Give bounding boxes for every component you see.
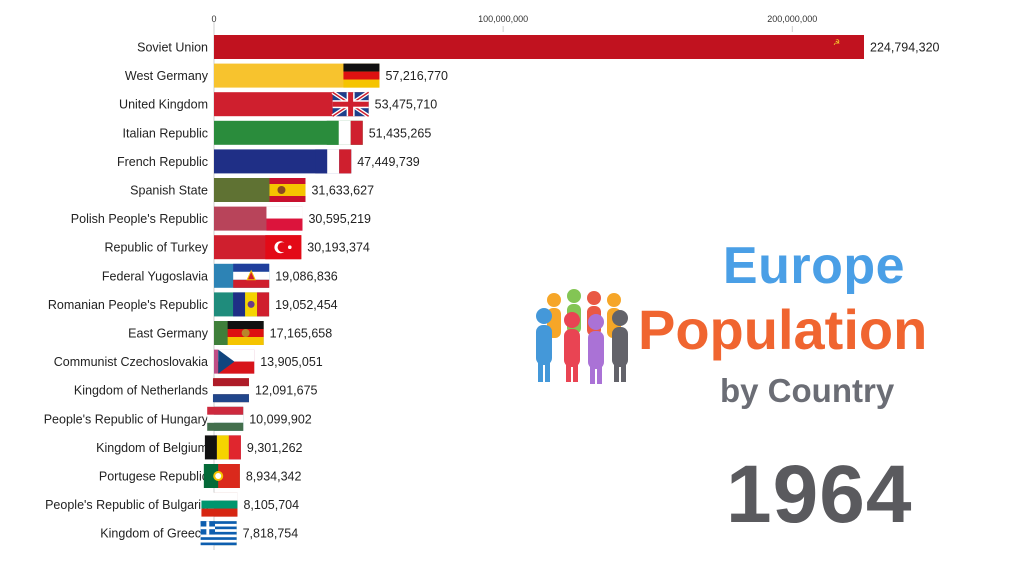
- tick-label: 200,000,000: [767, 14, 817, 24]
- category-label: Soviet Union: [137, 41, 208, 55]
- title-population: Population: [638, 298, 928, 361]
- flag-icon: [203, 464, 240, 488]
- category-label: Portugese Republic: [99, 470, 208, 484]
- bar-row: Polish People's Republic 30,595,219: [71, 206, 371, 231]
- category-label: Kingdom of Belgium: [96, 441, 208, 455]
- bar-row: Soviet Union ☭ 224,794,320: [137, 35, 940, 59]
- bar-row: People's Republic of Bulgaria 8,105,704: [45, 492, 299, 517]
- category-label: People's Republic of Hungary: [44, 412, 209, 426]
- chart-frame: 0 100,000,000 200,000,000 Soviet Union ☭ 224,…: [8, 0, 1016, 576]
- flag-icon: [266, 206, 303, 231]
- flag-icon: [331, 90, 370, 118]
- title-block: Europe Population by Country: [630, 238, 1010, 409]
- tick-label: 100,000,000: [478, 14, 528, 24]
- value-label: 53,475,710: [375, 98, 438, 112]
- flag-icon: [233, 292, 270, 317]
- flag-icon: [326, 120, 363, 145]
- bar-row: French Republic 47,449,739: [117, 149, 420, 174]
- category-label: Italian Republic: [123, 126, 208, 140]
- value-label: 7,818,754: [243, 527, 299, 541]
- bar-row: Italian Republic 51,435,265: [123, 120, 432, 145]
- flag-icon: [227, 321, 264, 345]
- bar-row: Kingdom of Greece 7,818,754: [100, 521, 299, 546]
- flag-icon: ☭: [828, 35, 864, 59]
- bar-row: Portugese Republic 8,934,342: [99, 464, 302, 488]
- category-label: French Republic: [117, 155, 208, 169]
- tick-label: 0: [211, 14, 216, 24]
- category-label: East Germany: [128, 327, 209, 341]
- category-label: Kingdom of Netherlands: [74, 384, 208, 398]
- value-label: 13,905,051: [260, 355, 323, 369]
- flag-icon: [207, 406, 244, 431]
- flag-icon: [201, 492, 238, 517]
- category-label: Federal Yugoslavia: [102, 269, 208, 283]
- category-label: People's Republic of Bulgaria: [45, 498, 208, 512]
- value-label: 17,165,658: [270, 327, 333, 341]
- category-label: United Kingdom: [119, 98, 208, 112]
- value-label: 57,216,770: [385, 69, 448, 83]
- flag-icon: [233, 263, 270, 288]
- value-label: 51,435,265: [369, 126, 432, 140]
- flag-icon: [212, 378, 249, 403]
- category-label: Spanish State: [130, 184, 208, 198]
- bar-row: Kingdom of Netherlands 12,091,675: [74, 378, 318, 403]
- bar-row: Communist Czechoslovakia 13,905,051: [54, 349, 323, 374]
- flag-icon: [315, 149, 352, 174]
- flag-icon: [343, 63, 380, 88]
- category-label: West Germany: [125, 69, 209, 83]
- category-label: Republic of Turkey: [104, 241, 208, 255]
- bar-row: People's Republic of Hungary 10,099,902: [44, 406, 312, 431]
- flag-icon: [218, 349, 255, 374]
- value-label: 31,633,627: [311, 184, 374, 198]
- value-label: 12,091,675: [255, 384, 318, 398]
- flag-icon: [204, 435, 241, 460]
- bar-row: United Kingdom 53,475,710: [119, 90, 438, 118]
- flag-icon: [200, 521, 237, 546]
- value-label: 8,105,704: [243, 498, 299, 512]
- bar-chart: 0 100,000,000 200,000,000 Soviet Union ☭ 224,…: [44, 14, 940, 550]
- category-label: Polish People's Republic: [71, 212, 208, 226]
- bar-row: East Germany 17,165,658: [128, 321, 332, 345]
- value-label: 224,794,320: [870, 41, 940, 55]
- bar-row: Kingdom of Belgium 9,301,262: [96, 435, 303, 460]
- value-label: 19,052,454: [275, 298, 338, 312]
- value-label: 30,193,374: [307, 241, 370, 255]
- category-label: Communist Czechoslovakia: [54, 355, 208, 369]
- value-label: 47,449,739: [357, 155, 420, 169]
- bar-row: West Germany 57,216,770: [125, 63, 448, 88]
- bar-row: Federal Yugoslavia 19,086,836: [102, 263, 338, 288]
- bar-row: Republic of Turkey 30,193,374: [104, 235, 370, 260]
- category-label: Romanian People's Republic: [48, 298, 208, 312]
- flag-icon: [269, 178, 306, 202]
- year-label: 1964: [726, 449, 913, 540]
- value-label: 30,595,219: [308, 212, 371, 226]
- value-label: 19,086,836: [275, 269, 338, 283]
- flag-icon: [265, 235, 302, 260]
- people-group-icon: [532, 288, 636, 393]
- value-label: 8,934,342: [246, 470, 302, 484]
- title-europe: Europe: [722, 237, 906, 295]
- title-by-country: by Country: [720, 372, 895, 409]
- value-label: 10,099,902: [249, 412, 312, 426]
- svg-text:☭: ☭: [833, 38, 840, 47]
- value-label: 9,301,262: [247, 441, 303, 455]
- bar-row: Romanian People's Republic 19,052,454: [48, 292, 338, 317]
- bar: [214, 35, 864, 59]
- bar-row: Spanish State 31,633,627: [130, 178, 374, 202]
- category-label: Kingdom of Greece: [100, 527, 208, 541]
